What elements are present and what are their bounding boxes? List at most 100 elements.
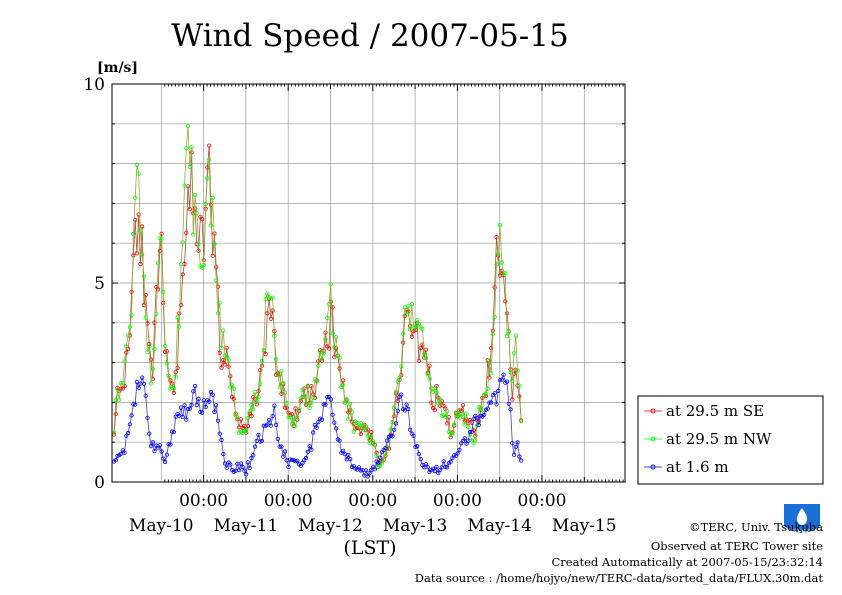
data-point <box>411 433 416 438</box>
data-point <box>258 367 263 373</box>
data-point <box>305 449 310 454</box>
data-point <box>413 324 418 329</box>
data-point <box>340 383 346 388</box>
data-point <box>392 427 397 432</box>
data-point <box>270 308 275 313</box>
data-point <box>404 402 409 407</box>
data-point <box>185 124 191 129</box>
grid <box>112 84 625 482</box>
data-point <box>293 459 298 464</box>
data-point <box>200 410 205 415</box>
data-point <box>462 422 467 427</box>
data-point <box>485 358 490 363</box>
data-point <box>221 451 226 457</box>
x-hour-label: 00:00 <box>264 491 313 511</box>
data-point <box>141 381 147 386</box>
data-point <box>511 351 517 356</box>
data-point <box>148 381 154 386</box>
data-point <box>138 229 143 234</box>
data-point <box>499 377 504 382</box>
data-point <box>134 162 139 167</box>
data-point <box>281 380 286 386</box>
data-point <box>460 403 466 408</box>
data-point <box>219 365 224 370</box>
data-point <box>219 345 224 351</box>
data-point <box>436 470 441 476</box>
data-point <box>307 405 312 411</box>
data-point <box>184 417 189 422</box>
data-point <box>131 231 136 236</box>
data-point <box>501 270 506 276</box>
x-hour-label: 00:00 <box>348 491 397 511</box>
data-point <box>231 396 236 401</box>
data-point <box>487 400 492 405</box>
logo-text: TERC <box>793 529 811 536</box>
data-point <box>224 465 229 470</box>
data-point <box>441 403 446 408</box>
data-point <box>291 417 296 422</box>
data-point <box>392 405 397 410</box>
data-point <box>370 439 376 444</box>
data-point <box>411 324 416 329</box>
data-point <box>193 206 198 211</box>
data-point <box>145 350 150 355</box>
data-point <box>383 446 388 451</box>
data-point <box>510 441 515 446</box>
data-point <box>504 379 510 384</box>
data-point <box>196 242 201 247</box>
data-point <box>450 432 455 437</box>
data-point <box>254 402 259 407</box>
data-point <box>372 467 377 472</box>
data-point <box>263 297 268 302</box>
data-point <box>210 253 215 258</box>
data-point <box>173 374 178 379</box>
data-point <box>205 176 210 181</box>
x-hour-label: 00:00 <box>179 491 228 511</box>
x-day-label: May-14 <box>467 516 532 536</box>
data-point <box>330 305 335 310</box>
data-point <box>238 461 243 466</box>
x-hour-label: 00:00 <box>433 491 482 511</box>
data-point <box>358 468 363 473</box>
data-point <box>152 346 157 352</box>
data-point <box>224 345 229 350</box>
data-point <box>321 351 326 356</box>
data-point <box>316 363 321 368</box>
data-point <box>159 449 164 454</box>
data-point <box>279 369 284 374</box>
data-point <box>314 379 319 384</box>
data-point <box>272 403 277 408</box>
data-point <box>420 326 425 331</box>
data-point <box>496 388 501 393</box>
data-point <box>231 386 236 391</box>
data-point <box>300 387 305 392</box>
data-point <box>367 471 372 476</box>
data-point <box>254 399 259 404</box>
data-point <box>415 318 420 323</box>
data-point <box>131 253 136 258</box>
data-point <box>323 402 328 407</box>
data-point <box>326 346 332 351</box>
data-point <box>245 460 250 465</box>
data-point <box>261 348 266 353</box>
data-point <box>163 459 168 465</box>
x-day-label: May-15 <box>552 516 617 536</box>
data-point <box>432 386 437 391</box>
data-point <box>473 437 478 443</box>
data-point <box>258 381 263 386</box>
data-point <box>147 341 152 347</box>
data-point <box>418 345 423 351</box>
data-point <box>427 376 432 382</box>
legend-label: at 29.5 m SE <box>666 402 764 420</box>
data-point <box>256 432 261 437</box>
data-point <box>247 409 252 414</box>
data-point <box>409 334 414 339</box>
data-point <box>348 456 353 462</box>
data-point <box>237 467 242 473</box>
data-point <box>407 427 413 432</box>
x-day-label: May-10 <box>129 516 194 536</box>
data-point <box>508 370 513 375</box>
data-point <box>282 405 288 410</box>
data-point <box>270 413 275 419</box>
data-point <box>289 457 295 462</box>
